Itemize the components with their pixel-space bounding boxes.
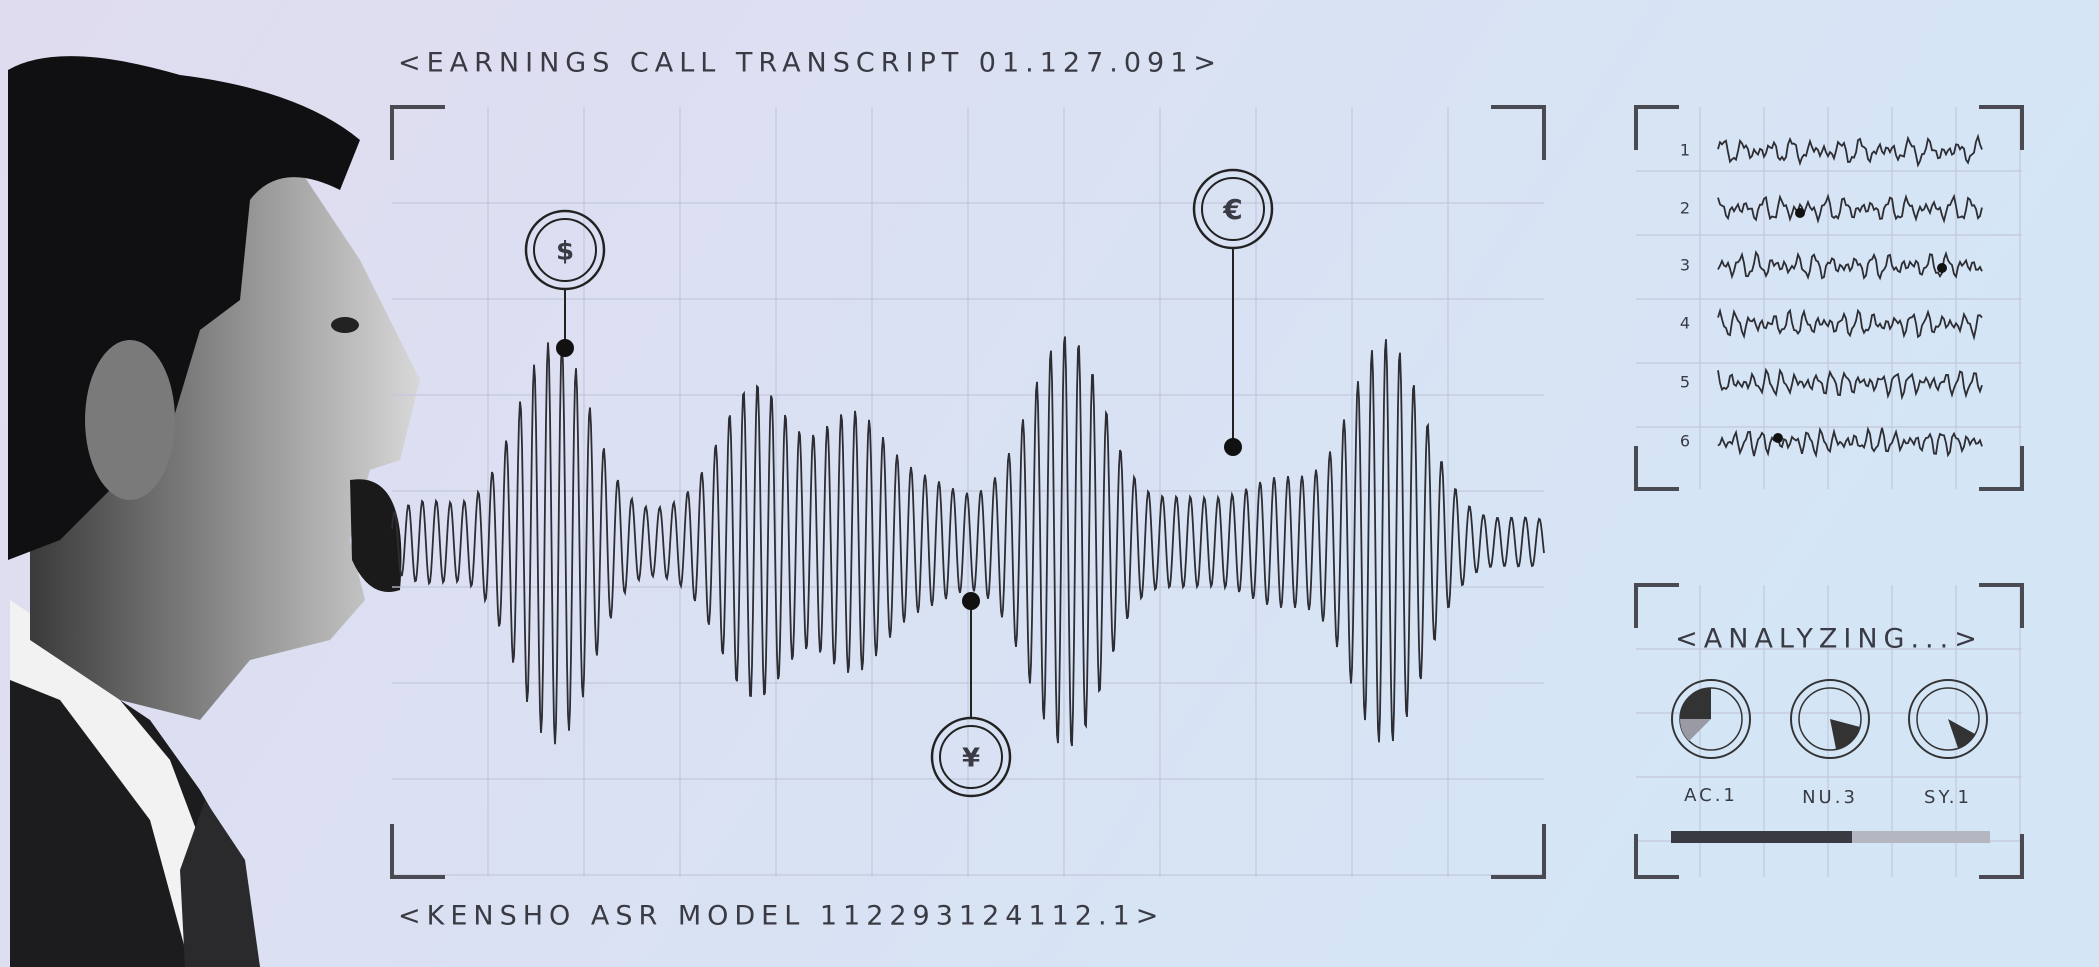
marker-symbol: $ bbox=[556, 237, 574, 267]
analyzer-title: <ANALYZING...> bbox=[1675, 624, 1983, 655]
channel-label: 1 bbox=[1680, 141, 1690, 160]
marker-dot bbox=[1224, 438, 1242, 456]
dial-label: AC.1 bbox=[1684, 785, 1738, 806]
dial-label: SY.1 bbox=[1924, 787, 1972, 808]
header-title: <EARNINGS CALL TRANSCRIPT 01.127.091> bbox=[398, 48, 1222, 79]
channel-label: 6 bbox=[1680, 432, 1690, 451]
footer-model: <KENSHO ASR MODEL 112293124112.1> bbox=[398, 901, 1164, 932]
eye bbox=[331, 317, 359, 333]
channel-dot bbox=[1773, 433, 1783, 443]
progress-fill bbox=[1671, 831, 1852, 843]
channel-label: 4 bbox=[1680, 314, 1690, 333]
ear bbox=[85, 340, 175, 500]
channel-dot bbox=[1937, 263, 1947, 273]
scene: <EARNINGS CALL TRANSCRIPT 01.127.091> <K… bbox=[0, 0, 2099, 967]
marker-dot bbox=[556, 339, 574, 357]
channel-dot bbox=[1795, 208, 1805, 218]
marker-symbol: ¥ bbox=[962, 744, 980, 774]
channel-label: 3 bbox=[1680, 256, 1690, 275]
dial-label: NU.3 bbox=[1802, 787, 1858, 808]
marker-dot bbox=[962, 592, 980, 610]
channel-label: 5 bbox=[1680, 373, 1690, 392]
marker-symbol: € bbox=[1222, 193, 1242, 226]
channel-label: 2 bbox=[1680, 199, 1690, 218]
